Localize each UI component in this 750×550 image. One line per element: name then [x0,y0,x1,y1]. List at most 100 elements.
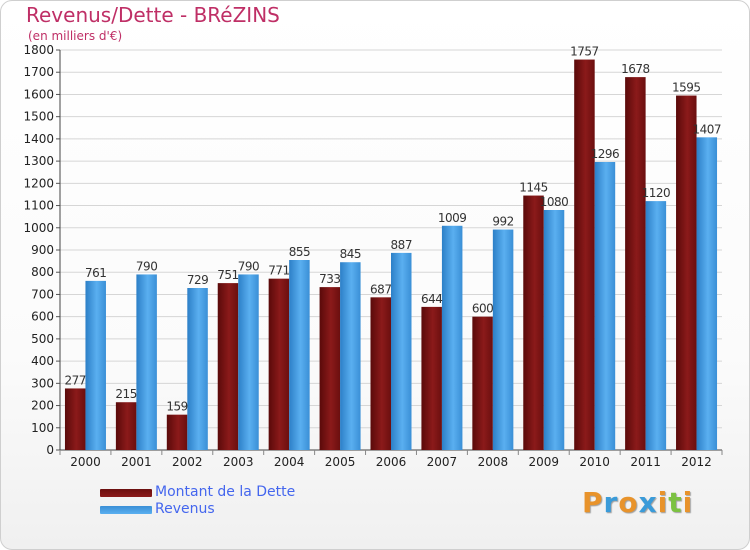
data-label-revenus: 992 [492,215,513,229]
bar-dette [115,402,137,450]
x-tick-label: 2004 [274,455,305,469]
data-label-revenus: 855 [289,245,310,259]
bar-revenus [238,274,259,450]
data-label-dette: 277 [65,373,86,387]
bar-revenus [391,252,412,450]
data-label-dette: 215 [115,387,136,401]
data-label-revenus: 1407 [693,122,722,136]
y-tick-label: 1500 [23,110,54,124]
bar-dette [421,306,442,450]
data-label-revenus: 1120 [642,186,671,200]
data-label-dette: 1678 [621,62,650,76]
y-tick-label: 1600 [23,87,54,101]
data-label-dette: 159 [166,400,187,414]
legend-label-dette: Montant de la Dette [155,484,296,500]
y-tick-label: 1200 [23,176,54,190]
y-tick-label: 900 [31,243,54,257]
y-tick-label: 1400 [23,132,54,146]
proxiti-logo: Proxiti [582,486,693,519]
x-tick-label: 2000 [70,455,101,469]
data-label-dette: 644 [421,292,442,306]
y-tick-label: 1300 [23,154,54,168]
y-tick-label: 200 [31,399,54,413]
data-label-dette: 687 [370,282,391,296]
y-tick-label: 400 [31,354,54,368]
bar-revenus [340,262,361,450]
bar-revenus [645,201,667,450]
data-label-revenus: 729 [187,273,208,287]
x-tick-label: 2003 [223,455,254,469]
y-tick-label: 1000 [23,221,54,235]
data-label-revenus: 761 [85,266,106,280]
data-label-dette: 751 [217,268,238,282]
chart-subtitle: (en milliers d'€) [28,29,123,43]
bar-revenus [492,229,514,450]
x-tick-label: 2002 [172,455,203,469]
bar-dette [472,316,493,450]
x-tick-label: 2011 [630,455,661,469]
y-tick-label: 800 [31,265,54,279]
bar-dette [370,297,391,450]
y-tick-label: 100 [31,421,54,435]
data-label-dette: 771 [268,264,289,278]
y-tick-label: 500 [31,332,54,346]
data-label-dette: 1757 [570,45,599,59]
data-label-dette: 733 [319,272,340,286]
bar-dette [574,59,595,451]
bar-dette [166,414,188,450]
x-tick-label: 2001 [121,455,152,469]
bar-dette [217,283,239,450]
chart-title: Revenus/Dette - BRéZINS [26,3,280,27]
logo-letter: i [657,486,669,519]
x-tick-label: 2006 [376,455,407,469]
bar-dette [676,95,697,451]
x-tick-label: 2009 [528,455,559,469]
y-tick-label: 1800 [23,43,54,57]
data-label-dette: 600 [472,302,493,316]
data-label-revenus: 845 [340,247,361,261]
bar-dette [319,287,341,450]
bar-revenus [441,225,463,450]
bar-revenus [289,260,310,450]
bar-revenus [594,162,616,450]
bar-dette [523,195,544,450]
logo-letter: t [668,486,683,519]
x-tick-label: 2008 [478,455,509,469]
logo-letter: P [582,486,604,519]
logo-letter: o [618,486,639,519]
y-tick-label: 1100 [23,199,54,213]
legend-swatch-revenus [100,506,152,514]
x-tick-label: 2010 [579,455,610,469]
data-label-dette: 1595 [672,81,701,95]
bar-revenus [187,288,208,450]
bar-revenus [543,210,565,450]
data-label-revenus: 1009 [438,211,467,225]
x-tick-label: 2007 [427,455,458,469]
legend-swatch-dette [100,489,152,497]
x-tick-label: 2012 [681,455,712,469]
bar-revenus [696,137,718,451]
bar-revenus [85,280,106,450]
data-label-revenus: 790 [238,259,259,273]
logo-letter: x [638,486,658,519]
y-tick-label: 300 [31,376,54,390]
data-label-revenus: 790 [136,259,157,273]
y-tick-label: 0 [46,443,54,457]
logo-letter: i [682,486,694,519]
y-tick-label: 600 [31,310,54,324]
y-tick-label: 1700 [23,65,54,79]
x-tick-label: 2005 [325,455,356,469]
bar-dette [268,278,290,450]
legend-label-revenus: Revenus [155,501,215,517]
bar-dette [64,388,86,450]
bar-revenus [136,274,157,450]
data-label-revenus: 1080 [540,195,569,209]
logo-letter: r [603,486,619,519]
data-label-dette: 1145 [519,181,548,195]
bar-dette [625,77,646,450]
data-label-revenus: 1296 [591,147,620,161]
data-label-revenus: 887 [391,238,412,252]
y-tick-label: 700 [31,287,54,301]
